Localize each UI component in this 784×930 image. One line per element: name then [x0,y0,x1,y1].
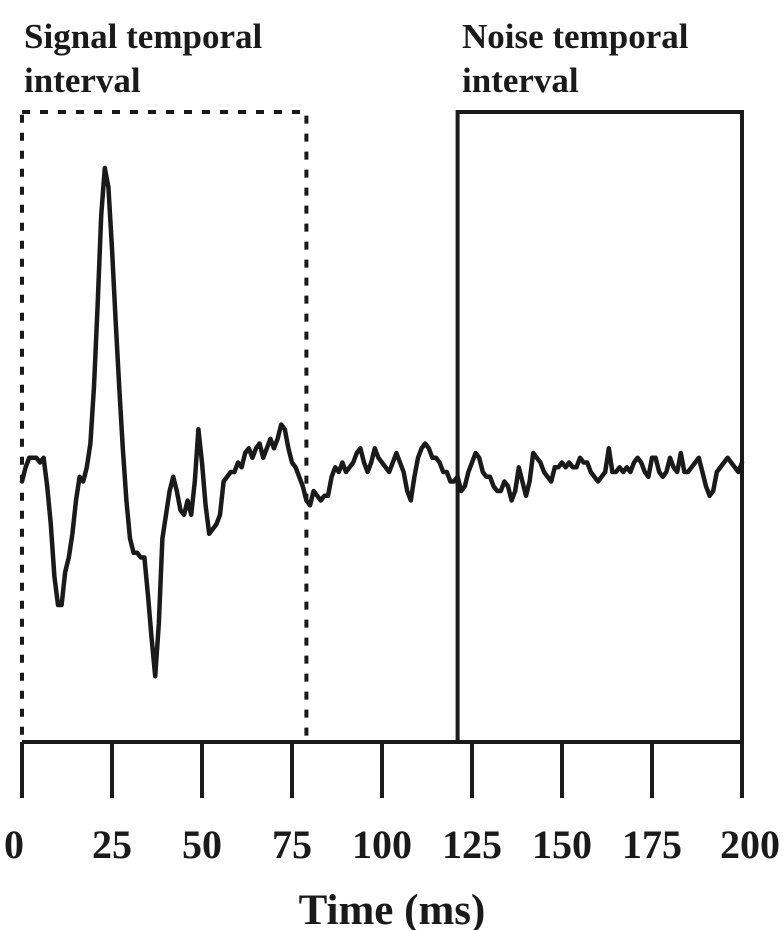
x-tick-label-125: 125 [442,822,502,867]
noise-interval-label-line1: Noise temporal [462,17,689,56]
signal-interval-label-line2: interval [24,61,141,100]
x-tick-label-75: 75 [272,822,312,867]
x-tick-label-200: 200 [720,822,780,867]
x-tick-label-100: 100 [352,822,412,867]
signal-interval-label-line1: Signal temporal [24,17,262,56]
noise-interval-box [455,110,744,744]
signal-interval-box [20,110,309,744]
x-axis-title: Time (ms) [299,887,486,930]
x-tick-label-0: 0 [4,822,24,867]
x-axis-ticks [20,742,744,798]
x-tick-label-150: 150 [532,822,592,867]
x-axis-tick-labels: 0 25 50 75 100 125 150 175 200 [4,822,780,867]
x-tick-label-175: 175 [622,822,682,867]
waveform-series-line [19,165,745,679]
x-tick-label-25: 25 [92,822,132,867]
noise-interval-label-line2: interval [462,61,579,100]
x-tick-label-50: 50 [182,822,222,867]
